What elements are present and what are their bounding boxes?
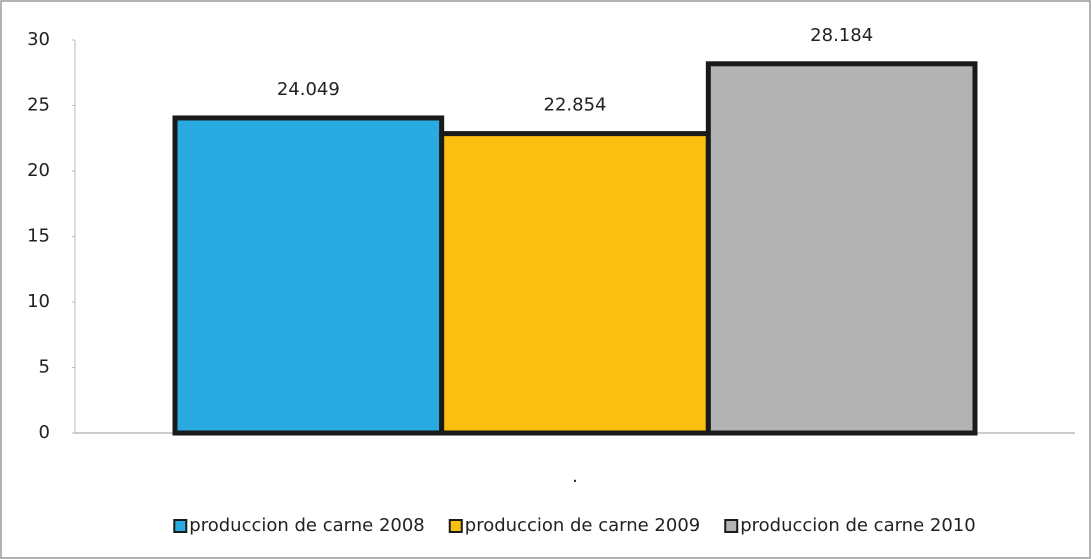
y-tick-label: 15 — [27, 226, 50, 247]
y-tick-label: 10 — [27, 291, 50, 312]
y-tick-label: 20 — [27, 160, 50, 181]
legend-label: produccion de carne 2008 — [189, 515, 424, 536]
bar — [172, 115, 445, 436]
bar — [439, 131, 711, 436]
legend-swatch — [448, 519, 463, 533]
x-tick-label: . — [572, 466, 578, 487]
legend-label: produccion de carne 2010 — [740, 515, 975, 536]
y-tick-label: 5 — [39, 357, 50, 378]
bar — [705, 61, 978, 436]
y-tick-label: 0 — [39, 422, 50, 443]
legend: produccion de carne 2008 produccion de ca… — [173, 515, 976, 536]
y-tick-label: 30 — [27, 29, 50, 50]
value-label: 24.049 — [277, 79, 340, 100]
legend-label: produccion de carne 2009 — [465, 515, 700, 536]
y-tick-label: 25 — [27, 95, 50, 116]
value-label: 28.184 — [810, 25, 873, 46]
legend-swatch — [724, 519, 739, 533]
value-label: 22.854 — [544, 95, 607, 116]
legend-swatch — [173, 519, 188, 533]
